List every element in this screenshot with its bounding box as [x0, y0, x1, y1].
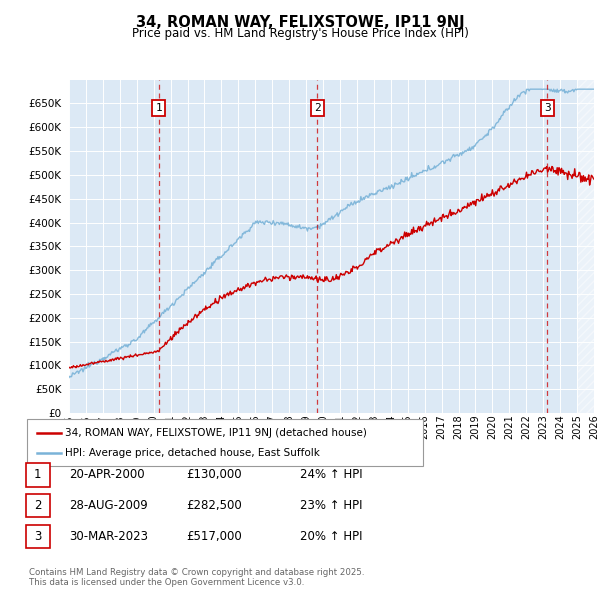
Text: Price paid vs. HM Land Registry's House Price Index (HPI): Price paid vs. HM Land Registry's House … [131, 27, 469, 40]
Text: 1: 1 [155, 103, 162, 113]
Text: 20-APR-2000: 20-APR-2000 [69, 468, 145, 481]
Text: £130,000: £130,000 [186, 468, 242, 481]
Text: 20% ↑ HPI: 20% ↑ HPI [300, 530, 362, 543]
Text: 28-AUG-2009: 28-AUG-2009 [69, 499, 148, 512]
Text: 2: 2 [34, 499, 41, 512]
Text: 34, ROMAN WAY, FELIXSTOWE, IP11 9NJ (detached house): 34, ROMAN WAY, FELIXSTOWE, IP11 9NJ (det… [65, 428, 367, 438]
Text: 2: 2 [314, 103, 320, 113]
Bar [577, 80, 594, 413]
Text: 23% ↑ HPI: 23% ↑ HPI [300, 499, 362, 512]
Text: 24% ↑ HPI: 24% ↑ HPI [300, 468, 362, 481]
Text: 1: 1 [34, 468, 41, 481]
Text: 34, ROMAN WAY, FELIXSTOWE, IP11 9NJ: 34, ROMAN WAY, FELIXSTOWE, IP11 9NJ [136, 15, 464, 30]
Text: 3: 3 [544, 103, 551, 113]
Text: 30-MAR-2023: 30-MAR-2023 [69, 530, 148, 543]
Text: HPI: Average price, detached house, East Suffolk: HPI: Average price, detached house, East… [65, 448, 320, 458]
Text: 3: 3 [34, 530, 41, 543]
Text: Contains HM Land Registry data © Crown copyright and database right 2025.
This d: Contains HM Land Registry data © Crown c… [29, 568, 364, 587]
Text: £517,000: £517,000 [186, 530, 242, 543]
Text: £282,500: £282,500 [186, 499, 242, 512]
